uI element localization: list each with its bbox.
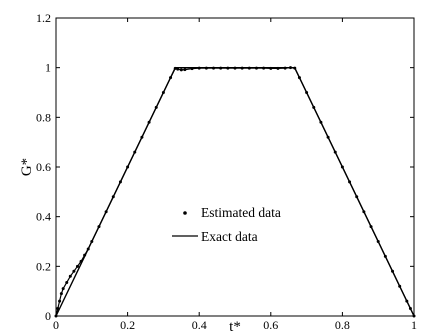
y-tick-label: 0.4 (36, 210, 51, 224)
estimated-point (247, 66, 251, 70)
x-tick-label: 0 (53, 318, 59, 332)
estimated-point (161, 91, 165, 94)
y-tick-label: 1.2 (36, 11, 51, 25)
estimated-point (118, 180, 122, 184)
estimated-point (391, 269, 395, 273)
estimated-point (312, 105, 316, 109)
y-axis-label: G* (19, 158, 35, 176)
estimated-point (369, 225, 373, 229)
estimated-point (398, 284, 402, 288)
estimated-point (283, 66, 287, 70)
estimated-point (305, 91, 309, 94)
estimated-point (61, 287, 65, 291)
estimated-point (240, 66, 244, 70)
estimated-point (86, 247, 90, 251)
estimated-point (173, 66, 177, 70)
estimated-point (133, 150, 137, 154)
estimated-point (179, 68, 183, 72)
estimated-point (65, 280, 69, 284)
estimated-point (288, 66, 292, 70)
estimated-point (326, 135, 330, 139)
estimated-point (140, 135, 144, 139)
estimated-point (59, 292, 63, 296)
estimated-point (79, 259, 83, 263)
estimated-point (154, 105, 158, 109)
estimated-point (176, 67, 180, 71)
estimated-point (97, 225, 101, 229)
estimated-point (333, 150, 337, 154)
estimated-point (276, 66, 280, 70)
x-tick-label: 1 (411, 318, 417, 332)
estimated-point (319, 120, 323, 124)
estimated-point (204, 66, 208, 70)
estimated-point (383, 254, 387, 258)
estimated-point (68, 274, 72, 278)
estimated-point (219, 66, 223, 70)
estimated-point (56, 307, 60, 311)
estimated-point (147, 120, 151, 124)
legend-label-exact: Exact data (201, 229, 258, 244)
estimated-point (269, 66, 273, 70)
estimated-point (233, 66, 237, 70)
estimated-point (169, 76, 173, 80)
estimated-point (355, 195, 359, 199)
legend: Estimated data Exact data (172, 205, 281, 244)
x-tick-label: 0.8 (335, 318, 350, 332)
estimated-point (58, 299, 62, 303)
estimated-point (376, 240, 380, 243)
x-tick-label: 0.4 (192, 318, 207, 332)
x-axis-label: t* (229, 319, 241, 332)
estimated-point (83, 253, 87, 257)
plot-area (55, 17, 415, 317)
estimated-point (405, 299, 409, 303)
y-tick-label: 0 (45, 309, 51, 323)
y-tick-label: 0.2 (36, 259, 51, 273)
estimated-point (75, 264, 79, 268)
estimated-point (90, 240, 94, 243)
estimated-point (348, 180, 352, 184)
estimated-point (72, 269, 76, 273)
series-layer (54, 66, 416, 318)
estimated-point (183, 68, 187, 72)
estimated-point (54, 314, 58, 318)
estimated-point (262, 66, 266, 70)
y-tick-label: 1 (45, 61, 51, 75)
estimated-point (408, 307, 412, 311)
estimated-point (293, 66, 297, 70)
y-tick-label: 0.8 (36, 110, 51, 124)
axis-ticks (55, 17, 415, 317)
estimated-point (297, 76, 301, 80)
estimated-point (126, 165, 130, 169)
estimated-point (104, 210, 108, 214)
x-tick-label: 0.6 (263, 318, 278, 332)
y-tick-label: 0.6 (36, 160, 51, 174)
estimated-point (212, 66, 216, 70)
estimated-point (340, 165, 344, 169)
x-tick-label: 0.2 (120, 318, 135, 332)
estimated-point (190, 67, 194, 71)
estimated-point (362, 210, 366, 214)
estimated-point (226, 66, 230, 70)
estimated-point (111, 195, 115, 199)
tick-labels: 0 0.2 0.4 0.6 0.8 1 0 0.2 0.4 0.6 0.8 1 1.2 (36, 11, 417, 332)
estimated-point (412, 314, 416, 318)
legend-label-estimated: Estimated data (201, 205, 281, 220)
legend-marker-estimated (183, 211, 187, 215)
estimated-point (254, 66, 258, 70)
estimated-point (197, 66, 201, 70)
